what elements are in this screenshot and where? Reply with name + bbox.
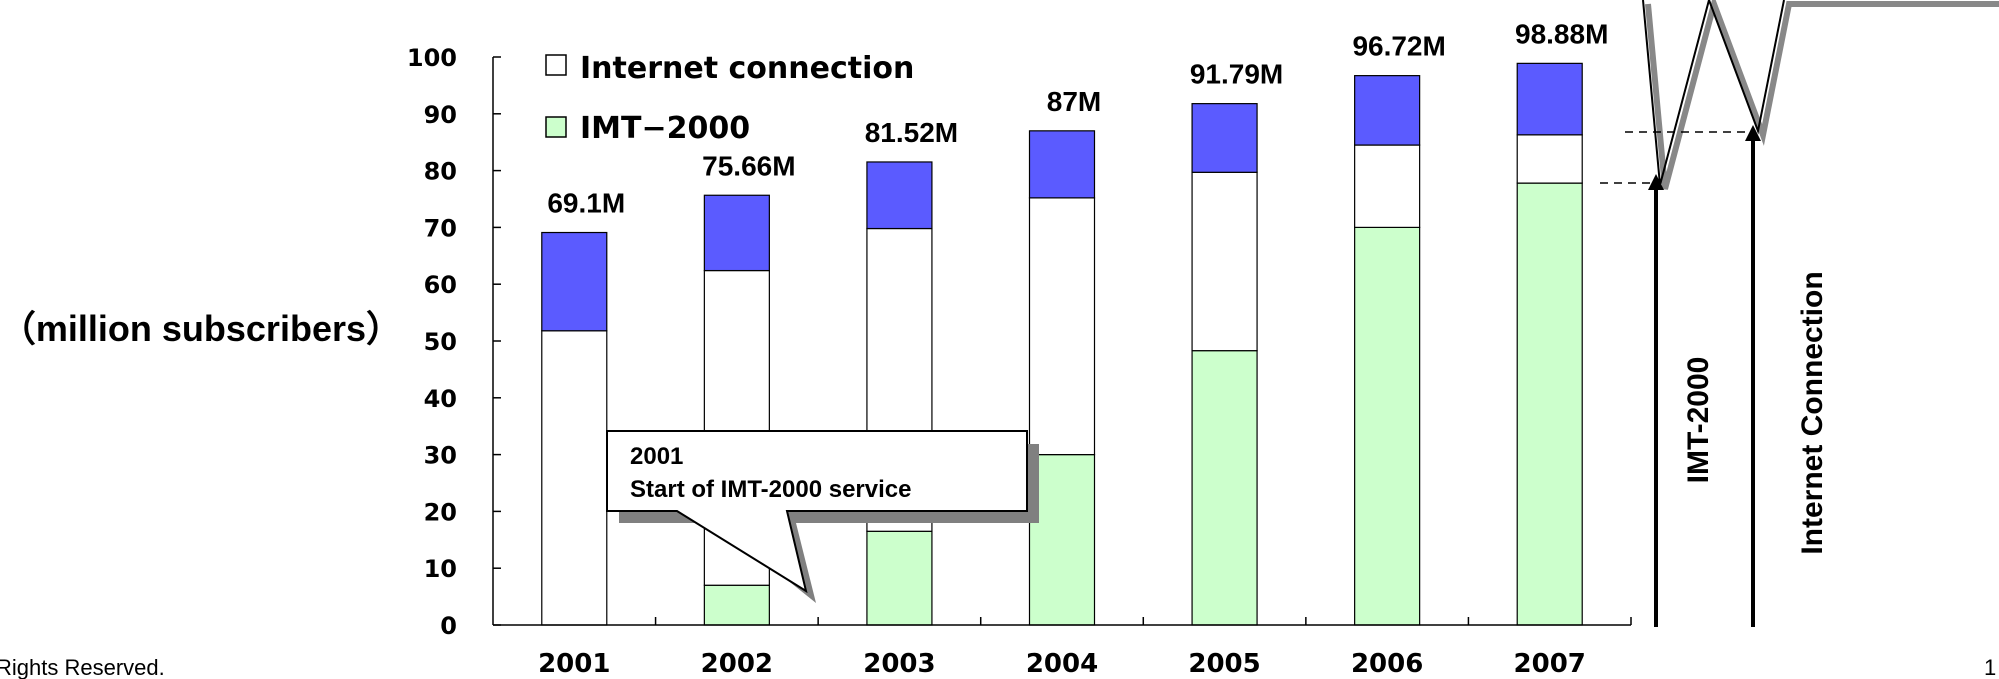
- total-label-2004: 87M: [1047, 86, 1101, 117]
- bar-2005-internet-connection: [1192, 172, 1257, 350]
- bar-2006-imt-2000: [1355, 227, 1420, 625]
- y-tick-label-60: 60: [424, 271, 457, 299]
- bar-2005-remainder: [1192, 104, 1257, 173]
- x-axis-ticks: 2001 2002 2003 2004 2005 2006 2007: [538, 649, 1586, 679]
- y-tick-label-40: 40: [424, 385, 457, 413]
- footer-page-number: 1: [1984, 655, 1996, 679]
- legend-label-imt-2000: IMT−2000: [580, 111, 750, 146]
- side-label-imt-2000: IMT-2000: [1682, 357, 1715, 484]
- bar-2003-remainder: [867, 162, 932, 229]
- bar-2001-internet-connection: [542, 331, 607, 625]
- x-tick-label-2005: 2005: [1188, 649, 1260, 679]
- bar-2002-imt-2000: [704, 585, 769, 625]
- bar-2002-remainder: [704, 195, 769, 270]
- bar-2007-remainder: [1517, 63, 1582, 134]
- legend-label-internet-connection: Internet connection: [580, 51, 914, 86]
- bar-2003-imt-2000: [867, 531, 932, 625]
- y-tick-label-50: 50: [424, 328, 457, 356]
- total-label-2007: 98.88M: [1515, 18, 1608, 49]
- bar-2007-internet-connection: [1517, 135, 1582, 183]
- y-tick-label-0: 0: [440, 612, 457, 640]
- bar-2005-imt-2000: [1192, 351, 1257, 625]
- callout-year: 2001: [630, 443, 683, 470]
- y-tick-label-100: 100: [407, 44, 457, 72]
- total-label-2006: 96.72M: [1352, 31, 1445, 62]
- x-tick-label-2001: 2001: [538, 649, 610, 679]
- y-tick-label-70: 70: [424, 214, 457, 242]
- bar-2004-internet-connection: [1030, 198, 1095, 455]
- bars: [542, 63, 1582, 625]
- total-label-2002: 75.66M: [702, 150, 795, 181]
- y-tick-label-90: 90: [424, 101, 457, 129]
- side-label-internet-connection: Internet Connection: [1796, 271, 1829, 554]
- y-axis-ticks: 0 10 20 30 40 50 60 70 80 90 100: [407, 44, 457, 640]
- bar-2001-remainder: [542, 233, 607, 331]
- x-tick-label-2004: 2004: [1026, 649, 1098, 679]
- footer-copyright: Rights Reserved.: [0, 655, 165, 679]
- y-tick-label-30: 30: [424, 442, 457, 470]
- legend: Internet connection IMT−2000: [546, 51, 914, 146]
- y-axis-label: （million subscribers）: [0, 308, 402, 349]
- bar-2006-remainder: [1355, 76, 1420, 145]
- x-tick-label-2003: 2003: [863, 649, 935, 679]
- x-tick-label-2002: 2002: [701, 649, 773, 679]
- legend-swatch-imt-2000: [546, 117, 566, 137]
- total-label-2001: 69.1M: [547, 188, 625, 219]
- bar-2007-imt-2000: [1517, 183, 1582, 625]
- y-tick-label-20: 20: [424, 498, 457, 526]
- x-tick-label-2006: 2006: [1351, 649, 1423, 679]
- bar-2004-imt-2000: [1030, 455, 1095, 625]
- legend-swatch-internet-connection: [546, 55, 566, 75]
- total-label-2003: 81.52M: [865, 117, 958, 148]
- bar-2006-internet-connection: [1355, 145, 1420, 227]
- y-tick-label-80: 80: [424, 158, 457, 186]
- bar-2004-remainder: [1030, 131, 1095, 198]
- total-label-2005: 91.79M: [1190, 59, 1283, 90]
- side-indicators: IMT-2000 Internet Connection: [1600, 0, 1999, 627]
- callout-text: Start of IMT-2000 service: [630, 476, 911, 503]
- annotation-callout: 2001 Start of IMT-2000 service: [607, 431, 1039, 603]
- y-tick-label-10: 10: [424, 555, 457, 583]
- x-tick-label-2007: 2007: [1514, 649, 1586, 679]
